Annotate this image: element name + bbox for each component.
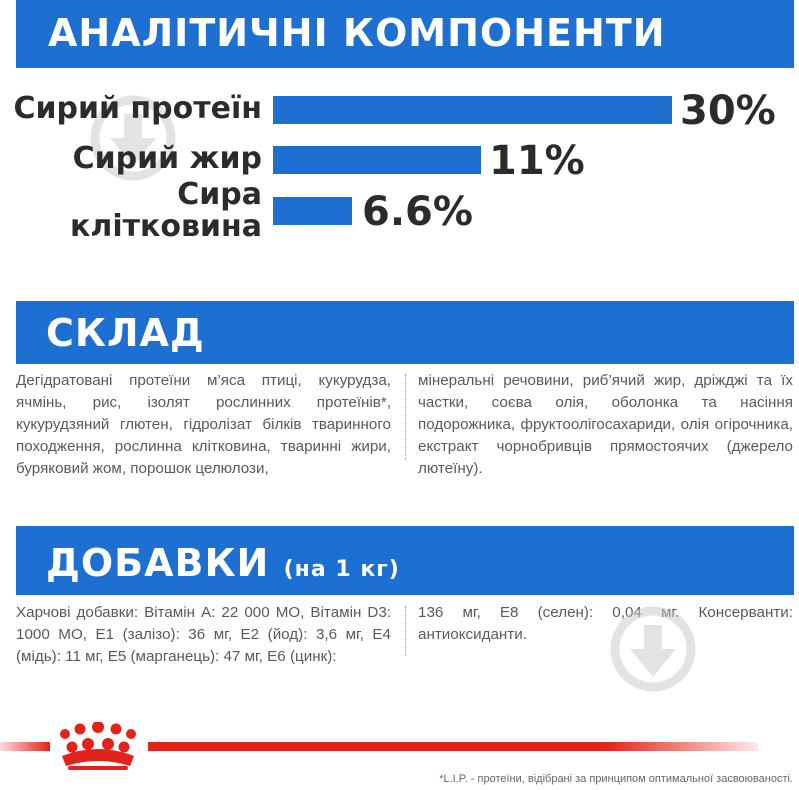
additives-text-col2: 136 мг, E8 (селен): 0,04 мг. Консерванти… xyxy=(418,604,793,643)
nutrient-value-fat: 11% xyxy=(489,138,585,184)
footnote: *L.I.P. - протеїни, відібрані за принцип… xyxy=(439,773,793,785)
additives-title: ДОБАВКИ (на 1 кг) xyxy=(46,540,400,593)
crown-logo-icon xyxy=(60,722,136,770)
nutrient-bar-fiber xyxy=(273,197,352,225)
nutrient-label-fat: Сирий жир xyxy=(72,141,262,176)
additives-banner: ДОБАВКИ (на 1 кг) xyxy=(16,526,794,595)
analytics-title: АНАЛІТИЧНІ КОМПОНЕНТИ xyxy=(48,11,666,55)
dropper-watermark-icon xyxy=(90,95,176,181)
nutrient-bar-protein xyxy=(273,96,672,124)
additives-text-col1: Харчові добавки: Вітамін A: 22 000 МО, В… xyxy=(16,604,391,665)
nutrient-label-fiber: Сира клітковина xyxy=(70,177,262,244)
analytics-banner: АНАЛІТИЧНІ КОМПОНЕНТИ xyxy=(16,0,794,68)
additives-title-main: ДОБАВКИ xyxy=(46,541,270,585)
nutrient-value-fiber: 6.6% xyxy=(362,189,473,235)
nutrient-value-protein: 30% xyxy=(680,88,776,134)
composition-column-divider xyxy=(405,374,406,460)
dropper-watermark-icon xyxy=(610,606,696,692)
additives-column-divider xyxy=(405,606,406,656)
composition-banner: СКЛАД xyxy=(16,301,794,364)
nutrient-label-protein: Сирий протеїн xyxy=(13,91,262,126)
composition-text-col2: мінеральні речовини, риб’ячий жир, дріжд… xyxy=(418,372,793,477)
brand-stripe-right xyxy=(148,742,758,751)
additives-subtitle: (на 1 кг) xyxy=(283,557,400,582)
nutrient-bar-fat xyxy=(273,146,481,174)
composition-text-col1: Дегідратовані протеїни м’яса птиці, куку… xyxy=(16,372,391,477)
brand-stripe-left xyxy=(0,742,50,751)
composition-title: СКЛАД xyxy=(46,311,205,355)
